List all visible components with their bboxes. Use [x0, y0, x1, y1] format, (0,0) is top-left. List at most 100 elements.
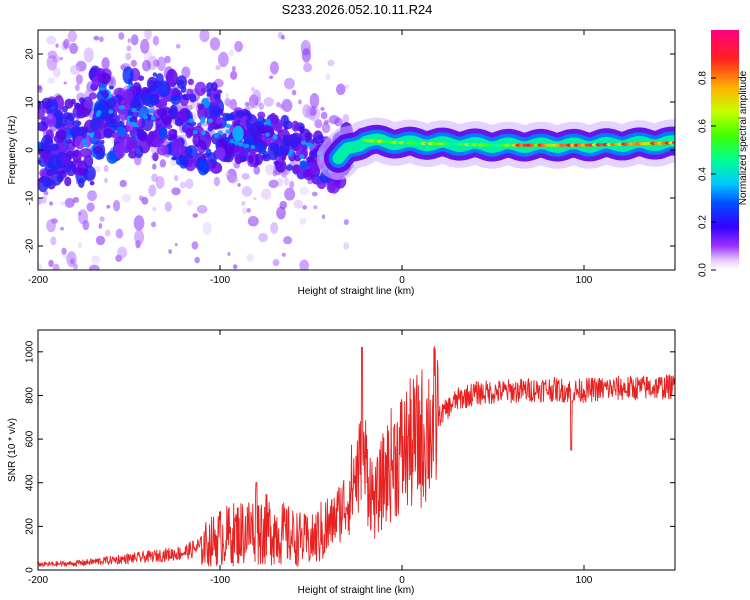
spectrogram-cell: [285, 164, 294, 171]
spectrogram-cell: [157, 80, 171, 98]
spectrogram-cell: [187, 78, 194, 86]
spectrogram-cell: [287, 151, 293, 157]
spectrogram-cell: [189, 93, 197, 103]
spectrogram-cell: [69, 64, 81, 75]
spectrogram-cell: [95, 235, 106, 246]
spectrogram-cell: [185, 178, 194, 189]
spectrogram-cell: [228, 175, 239, 184]
spectrogram-cell: [72, 120, 81, 127]
spectrogram-cell: [117, 246, 128, 259]
spectrogram-cell: [171, 138, 184, 157]
spectrogram-cell: [283, 77, 295, 90]
spectrogram-cell: [281, 156, 286, 161]
spectrogram-cell: [165, 123, 173, 129]
spectrogram-cell: [125, 52, 132, 61]
spectrogram-cell: [230, 148, 235, 156]
spectrogram-cell: [302, 104, 312, 118]
spectrogram-cell: [183, 159, 189, 165]
spectrogram-cell: [168, 128, 178, 138]
spectrogram-cell: [98, 36, 104, 43]
spectrogram-cell: [170, 94, 182, 105]
spectrogram-cell: [310, 161, 320, 176]
spectrogram-cell: [214, 93, 221, 100]
spectrogram-cell: [343, 219, 349, 225]
spectrogram-cell: [258, 232, 268, 243]
spectrogram-cell: [321, 122, 331, 134]
spectrogram-cell: [320, 111, 328, 120]
spectrogram-cell: [59, 57, 63, 60]
spectrogram-cell: [168, 249, 172, 254]
spectrogram-cell: [231, 66, 236, 72]
spectrogram-cell: [299, 160, 308, 171]
snr-line: [38, 345, 675, 569]
spectrogram-cell: [209, 37, 221, 51]
spectrogram-cell: [103, 164, 109, 173]
spectrogram-cell: [194, 256, 200, 264]
snr-ytick-label: 200: [25, 518, 36, 535]
spectrogram-cell: [175, 43, 181, 49]
spectrogram-heatmap: [38, 30, 675, 270]
spectrogram-cell: [46, 35, 57, 45]
spectrogram-cell: [147, 87, 152, 94]
spectrogram-cell: [48, 154, 61, 172]
snr-xtick-label: -200: [28, 575, 48, 586]
spectrogram-cell: [227, 101, 236, 109]
spectrogram-cell: [58, 170, 67, 179]
spectrogram-cell: [210, 81, 218, 92]
spectrogram-cell: [98, 222, 103, 229]
spectrogram-cell: [38, 101, 42, 110]
spectrogram-cell: [78, 105, 86, 115]
colorbar-tick-label: 0.4: [698, 167, 709, 181]
spectrogram-cell: [246, 208, 251, 213]
spectrogram-cell: [191, 241, 199, 250]
spectrogram-ytick-label: 10: [25, 96, 36, 108]
spectrogram-cell: [61, 105, 68, 113]
spectrogram-cell: [193, 129, 199, 135]
spectrogram-cell: [127, 38, 131, 43]
spectrogram-cell: [202, 221, 212, 235]
spectrogram-cell: [43, 190, 49, 196]
spectrogram-cell: [222, 133, 227, 137]
spectrogram-cell: [114, 142, 126, 159]
spectrogram-cell: [289, 180, 295, 189]
spectrogram-cell: [291, 89, 297, 96]
spectrogram-cell: [67, 30, 78, 43]
spectrogram-cell: [283, 177, 290, 186]
figure-title: S233.2026.052.10.11.R24: [282, 2, 433, 17]
spectrogram-xtick-label: 100: [576, 275, 593, 286]
spectrogram-cell: [258, 102, 264, 111]
spectrogram-cell: [197, 158, 210, 176]
spectrogram-cell: [299, 259, 310, 270]
spectrogram-cell: [200, 130, 206, 136]
spectrogram-cell: [241, 200, 246, 206]
spectrogram-cell: [275, 101, 281, 108]
spectrogram-cell: [63, 38, 70, 49]
spectrogram-cell: [52, 66, 61, 78]
colorbar-tick-label: 0.0: [698, 263, 709, 277]
spectrogram-cell: [103, 128, 115, 138]
spectrogram-cell: [158, 126, 168, 140]
spectrogram-cell: [47, 77, 56, 84]
spectrogram-cell: [140, 38, 150, 54]
spectrogram-cell: [181, 134, 186, 139]
spectrogram-cell: [334, 117, 343, 127]
spectrogram-cell: [343, 242, 350, 250]
spectrogram-cell: [217, 130, 223, 135]
spectrogram-cell: [298, 99, 302, 105]
spectrogram-cell: [95, 127, 107, 140]
spectrogram-cell: [272, 135, 278, 141]
spectrogram-cell: [238, 142, 244, 147]
spectrogram-cell: [281, 98, 293, 113]
spectrogram-cell: [252, 89, 261, 103]
spectrogram-cell: [188, 118, 194, 123]
colorbar-tick-label: 0.2: [698, 215, 709, 229]
spectrogram-cell: [96, 90, 108, 102]
spectrogram-cell: [246, 253, 254, 262]
spectrogram-cell: [96, 150, 105, 160]
colorbar-gradient: [711, 30, 739, 270]
spectrogram-cell: [311, 191, 318, 197]
spectrogram-cell: [97, 74, 104, 83]
spectrogram-cell: [270, 222, 279, 234]
